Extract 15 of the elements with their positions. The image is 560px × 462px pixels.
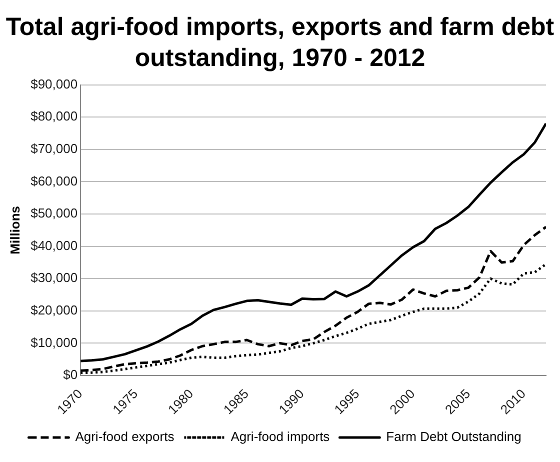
y-tick-label: $50,000 bbox=[30, 206, 78, 221]
y-tick-label: $80,000 bbox=[30, 108, 78, 124]
y-tick-label: $90,000 bbox=[30, 76, 78, 92]
y-tick-label: $20,000 bbox=[30, 302, 78, 318]
y-tick-label: $0 bbox=[63, 367, 78, 382]
legend-label: Agri-food imports bbox=[230, 429, 330, 444]
y-axis-title: Millions bbox=[7, 206, 22, 254]
chart-title: Total agri-food imports, exports and farm debt outstanding, 1970 - 2012 bbox=[4, 12, 556, 74]
y-tick-label: $30,000 bbox=[30, 270, 78, 286]
legend-label: Agri-food exports bbox=[75, 429, 175, 444]
y-tick-label: $70,000 bbox=[30, 140, 78, 156]
y-tick-label: $40,000 bbox=[30, 238, 78, 253]
y-tick-label: $10,000 bbox=[30, 334, 78, 350]
legend-label: Farm Debt Outstanding bbox=[386, 429, 522, 444]
y-tick-label: $60,000 bbox=[30, 173, 78, 188]
